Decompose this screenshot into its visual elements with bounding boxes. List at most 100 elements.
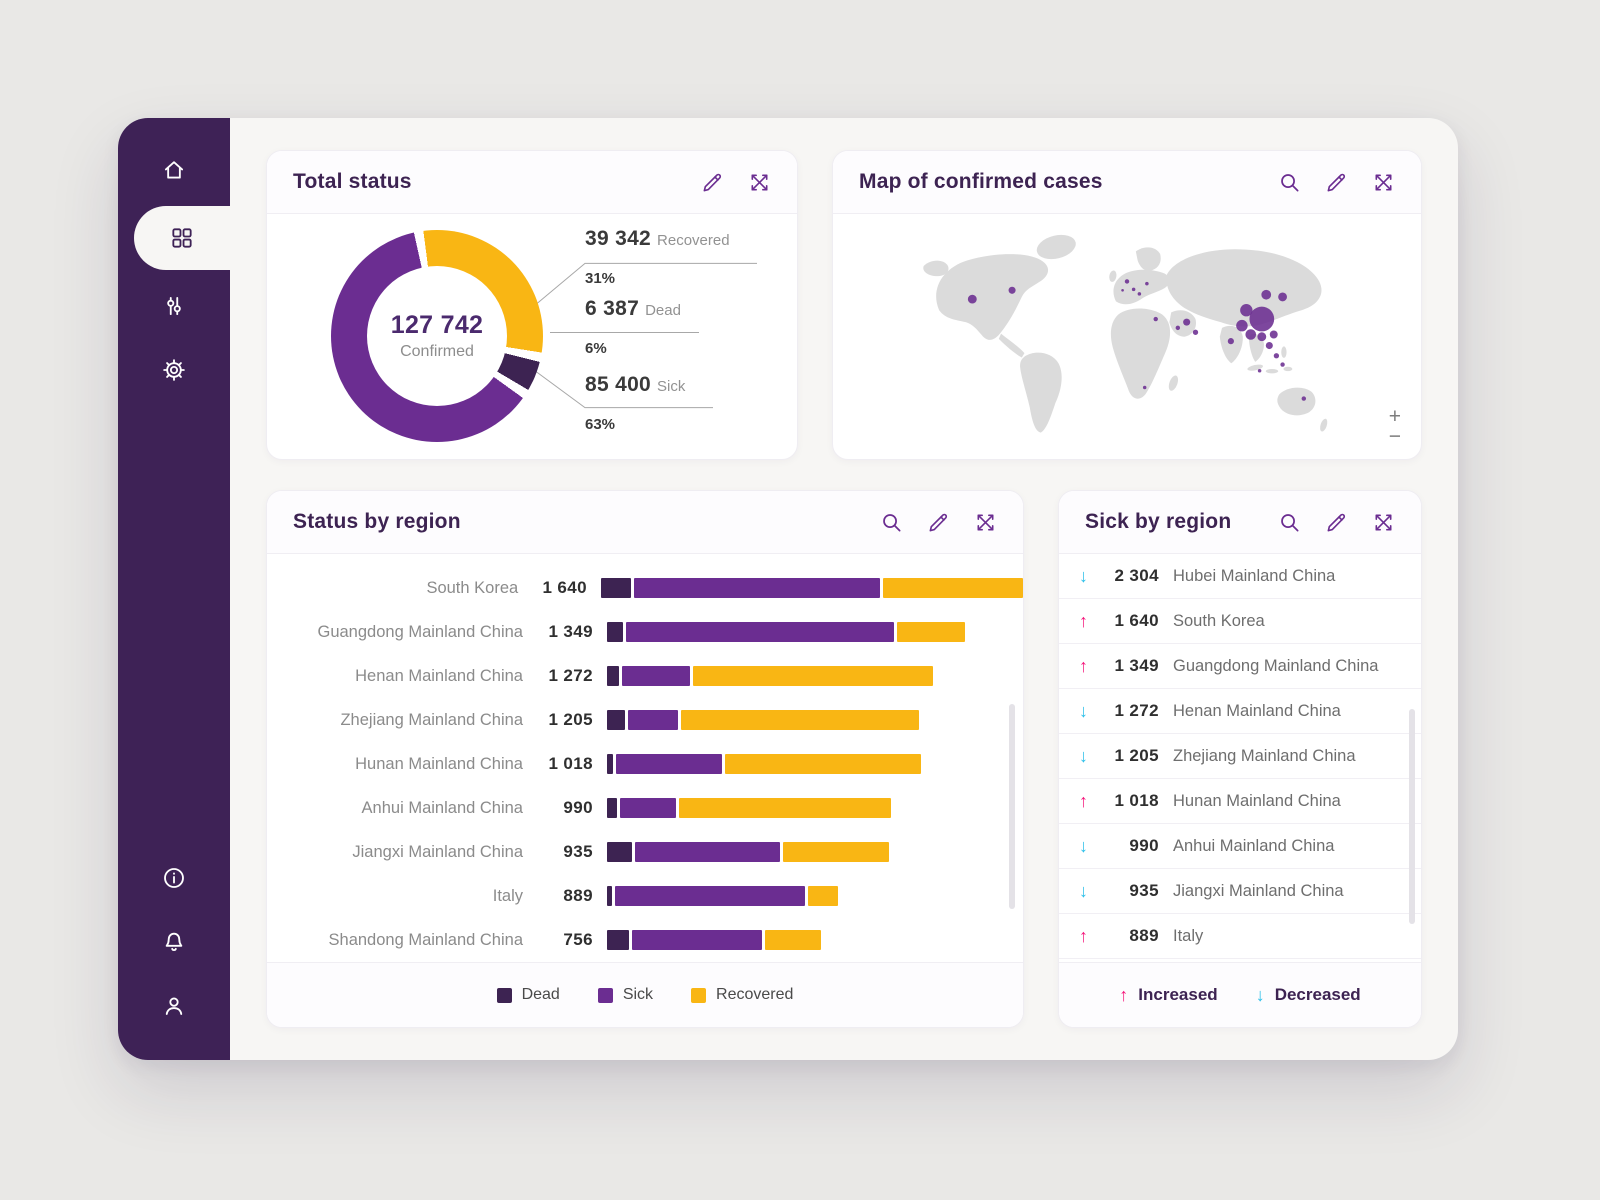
case-bubble (1240, 304, 1253, 317)
total-status-body: 127 742 Confirmed 39 342 Recovered 31% 6 … (267, 214, 797, 459)
case-bubble (1257, 332, 1267, 342)
region-value: 756 (563, 930, 593, 949)
sick-bar-segment (635, 842, 780, 862)
recovered-annotation: 39 342 Recovered 31% (585, 226, 730, 287)
bottom-row: Status by region (266, 490, 1422, 1028)
recovered-bar-segment (883, 578, 1023, 598)
dashboard-app: Total status (118, 118, 1458, 1060)
recovered-bar-segment (693, 666, 933, 686)
home-icon (164, 161, 184, 179)
sick-count: 1 640 (1114, 611, 1159, 630)
header-actions (701, 171, 771, 194)
sidebar-item-info[interactable] (118, 850, 230, 906)
sick-count: 1 349 (1114, 656, 1159, 675)
sick-legend: ↑ Increased ↓ Decreased (1059, 962, 1421, 1027)
sidebar-item-controls[interactable] (118, 278, 230, 334)
case-bubble (1192, 329, 1199, 335)
card-title: Sick by region (1085, 510, 1232, 533)
legend-increased-label: Increased (1138, 985, 1218, 1004)
recovered-bar-segment (765, 930, 821, 950)
edit-icon[interactable] (1325, 511, 1348, 534)
region-label: Jiangxi Mainland China (1173, 881, 1344, 900)
legend-label: Dead (521, 986, 560, 1003)
dead-bar-segment (601, 578, 631, 598)
dead-bar-segment (607, 710, 625, 730)
case-bubble (1227, 338, 1234, 345)
sick-bar-segment (620, 798, 676, 818)
region-label: Hunan Mainland China (355, 754, 523, 773)
region-bar-row: Guangdong Mainland China 1 349 (267, 610, 1023, 654)
status-by-region-card: Status by region (266, 490, 1024, 1028)
status-by-region-body: South Korea 1 640 Guangdong Mainland China… (267, 554, 1023, 962)
recovered-label: Recovered (657, 232, 730, 249)
case-bubble (1273, 353, 1280, 359)
trend-arrow-icon: ↑ (1079, 790, 1088, 811)
edit-icon[interactable] (927, 511, 950, 534)
region-label: Guangdong Mainland China (1173, 656, 1379, 675)
region-label: South Korea (426, 578, 519, 597)
header-actions (880, 511, 997, 534)
stacked-bar (607, 710, 919, 730)
legend-label: Recovered (716, 986, 794, 1003)
info-icon (164, 868, 184, 888)
trend-arrow-icon: ↑ (1079, 610, 1088, 631)
case-bubble (1265, 342, 1273, 350)
sidebar (118, 118, 230, 1060)
region-value: 889 (563, 886, 593, 905)
scrollbar-thumb[interactable] (1009, 704, 1015, 909)
recovered-percent: 31% (585, 270, 616, 287)
sick-by-region-header: Sick by region (1059, 491, 1421, 554)
search-icon[interactable] (1278, 511, 1301, 534)
sidebar-item-dashboard[interactable] (134, 206, 230, 270)
case-bubble (1121, 288, 1124, 292)
stacked-bar (607, 930, 821, 950)
sick-value: 85 400 (585, 373, 652, 396)
expand-icon[interactable] (1372, 511, 1395, 534)
gear-icon (163, 359, 185, 381)
top-row: Total status (266, 150, 1422, 460)
zoom-out-button[interactable]: − (1388, 425, 1401, 448)
sidebar-item-home[interactable] (118, 142, 230, 198)
region-value: 1 018 (548, 754, 593, 773)
search-icon[interactable] (880, 511, 903, 534)
edit-icon[interactable] (1325, 171, 1348, 194)
map-body: + − (833, 214, 1421, 459)
legend-item: Dead (496, 986, 560, 1004)
region-label: Italy (492, 886, 523, 905)
expand-icon[interactable] (748, 171, 771, 194)
case-bubble (1236, 319, 1248, 332)
search-icon[interactable] (1278, 171, 1301, 194)
region-label: Shandong Mainland China (328, 930, 523, 949)
map-header: Map of confirmed cases (833, 151, 1421, 214)
dead-value: 6 387 (585, 297, 640, 320)
total-status-donut-chart: 127 742 Confirmed (331, 230, 543, 442)
bar-chart-legend: Dead Sick Recovered (267, 962, 1023, 1027)
sidebar-item-notifications[interactable] (118, 914, 230, 970)
region-bar-list: South Korea 1 640 Guangdong Mainland China… (267, 566, 1023, 962)
case-bubble (1137, 292, 1142, 296)
legend-increased: ↑ Increased (1119, 985, 1217, 1006)
region-label: Anhui Mainland China (1173, 836, 1335, 855)
case-bubble (1261, 289, 1272, 300)
sick-bar-segment (628, 710, 678, 730)
case-bubble (1301, 396, 1307, 401)
region-bar-row: South Korea 1 640 (267, 566, 1023, 610)
zoom-in-button[interactable]: + (1388, 405, 1401, 428)
scrollbar-thumb[interactable] (1409, 709, 1415, 924)
sidebar-item-profile[interactable] (118, 978, 230, 1034)
sick-annotation: 85 400 Sick 63% (585, 372, 685, 433)
region-bar-row: Zhejiang Mainland China 1 205 (267, 698, 1023, 742)
expand-icon[interactable] (1372, 171, 1395, 194)
sidebar-item-settings[interactable] (118, 342, 230, 398)
dead-bar-segment (607, 930, 629, 950)
sick-region-list: ↓ 2 304 Hubei Mainland China ↑ 1 640 South Ko… (1059, 554, 1421, 959)
sick-percent: 63% (585, 416, 616, 433)
region-bar-row: Italy 889 (267, 874, 1023, 918)
edit-icon[interactable] (701, 171, 724, 194)
dead-bar-segment (607, 886, 612, 906)
legend-decreased-label: Decreased (1274, 985, 1361, 1004)
recovered-bar-segment (679, 798, 891, 818)
region-label: Jiangxi Mainland China (352, 842, 523, 861)
sick-region-row: ↑ 889 Italy (1059, 914, 1421, 959)
expand-icon[interactable] (974, 511, 997, 534)
